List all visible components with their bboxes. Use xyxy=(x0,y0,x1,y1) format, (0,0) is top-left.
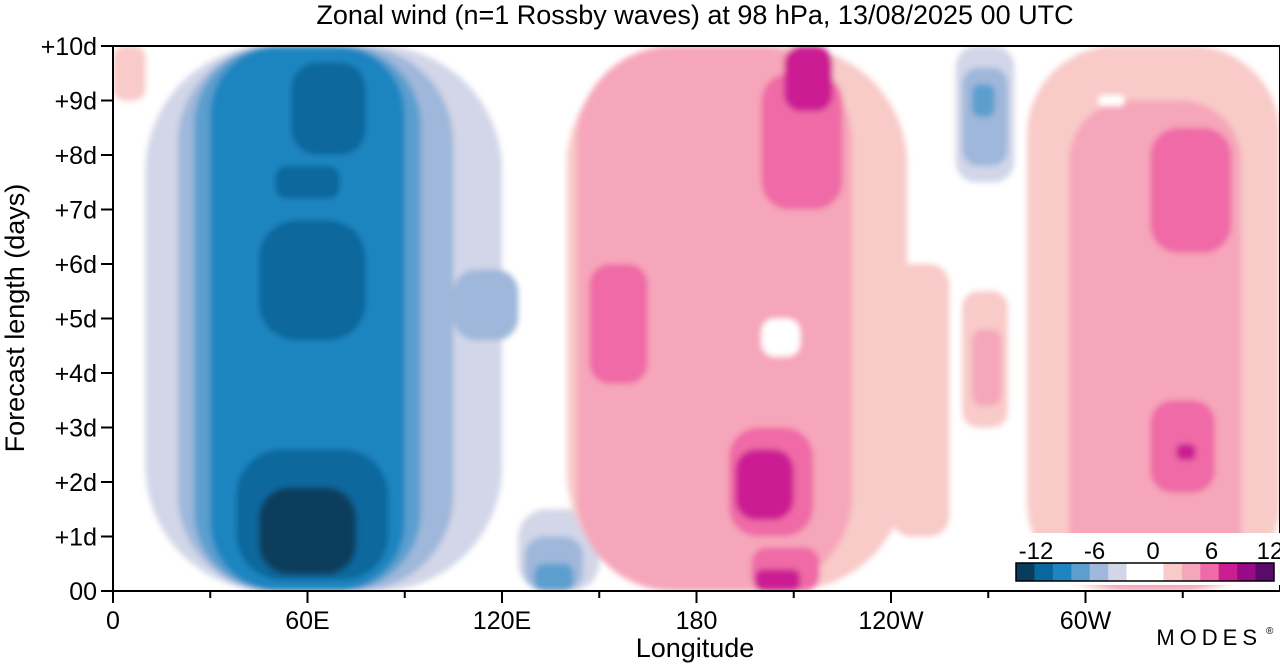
contour-region xyxy=(534,563,574,591)
contour-region xyxy=(891,264,950,537)
y-tick-label: +5d xyxy=(55,306,97,334)
x-tick-label: 60W xyxy=(1060,607,1112,635)
colorbar-frame xyxy=(1015,562,1275,582)
contour-layers xyxy=(113,46,1280,591)
y-axis: 00 +1d +2d +3d +4d +5d +6d +7d +8d +9d +10d xyxy=(41,33,113,606)
colorbar-label: 6 xyxy=(1205,538,1218,565)
contour-region xyxy=(291,62,366,155)
x-tick-label: 60E xyxy=(285,607,329,635)
x-tick-label: 120E xyxy=(473,607,531,635)
contour-region xyxy=(1150,127,1232,254)
colorbar-label: -12 xyxy=(1019,538,1054,565)
modes-logo: MODES xyxy=(1156,625,1262,650)
x-tick-label: 120W xyxy=(858,607,924,635)
colorbar-swatch xyxy=(1145,563,1164,581)
x-axis: 0 60E 120E 180 120W 60W xyxy=(106,591,1184,635)
colorbar-swatch xyxy=(1218,563,1238,581)
y-tick-label: +9d xyxy=(55,88,97,116)
y-tick-label: +7d xyxy=(55,197,97,225)
contour-region xyxy=(972,84,995,117)
y-tick-label: 00 xyxy=(69,578,97,606)
chart-title: Zonal wind (n=1 Rossby waves) at 98 hPa,… xyxy=(316,0,1073,30)
y-tick-label: +8d xyxy=(55,142,97,170)
colorbar-label: 0 xyxy=(1146,538,1159,565)
colorbar-swatch xyxy=(1052,563,1072,581)
x-axis-label: Longitude xyxy=(636,633,755,663)
contour-region xyxy=(1098,95,1125,106)
contour-field xyxy=(113,46,1280,591)
colorbar-label: -6 xyxy=(1084,538,1105,565)
colorbar-swatch xyxy=(1237,563,1257,581)
colorbar-swatch xyxy=(1071,563,1091,581)
x-tick-label: 0 xyxy=(106,607,120,635)
contour-region xyxy=(754,569,801,591)
colorbar-swatch xyxy=(1089,563,1109,581)
colorbar-swatch xyxy=(1181,563,1201,581)
y-tick-label: +4d xyxy=(55,360,97,388)
contour-region xyxy=(1176,443,1196,461)
registered-mark: ® xyxy=(1266,626,1274,637)
colorbar-swatch xyxy=(1108,563,1128,581)
colorbar: -12 -6 0 6 12 ® xyxy=(1010,533,1280,637)
colorbar-label: 12 xyxy=(1257,538,1280,565)
contour-region xyxy=(258,220,366,341)
contour-region xyxy=(453,269,519,341)
y-tick-label: +6d xyxy=(55,251,97,279)
colorbar-swatch xyxy=(1255,563,1275,581)
colorbar-swatch xyxy=(1126,563,1146,581)
contour-region xyxy=(972,329,1002,406)
y-tick-label: +10d xyxy=(41,33,97,61)
colorbar-swatch xyxy=(1016,563,1035,581)
y-tick-label: +3d xyxy=(55,415,97,443)
contour-region xyxy=(113,46,146,101)
contour-region xyxy=(761,318,801,357)
y-tick-label: +2d xyxy=(55,469,97,497)
contour-region xyxy=(589,264,648,384)
colorbar-swatch xyxy=(1200,563,1220,581)
y-axis-label: Forecast length (days) xyxy=(0,184,30,453)
contour-region xyxy=(735,449,794,521)
colorbar-swatch xyxy=(1034,563,1054,581)
contour-region xyxy=(258,487,357,575)
contour-region xyxy=(275,165,340,199)
colorbar-swatch xyxy=(1163,563,1183,581)
x-tick-label: 180 xyxy=(676,607,718,635)
y-tick-label: +1d xyxy=(55,524,97,552)
contour-region xyxy=(784,46,833,112)
